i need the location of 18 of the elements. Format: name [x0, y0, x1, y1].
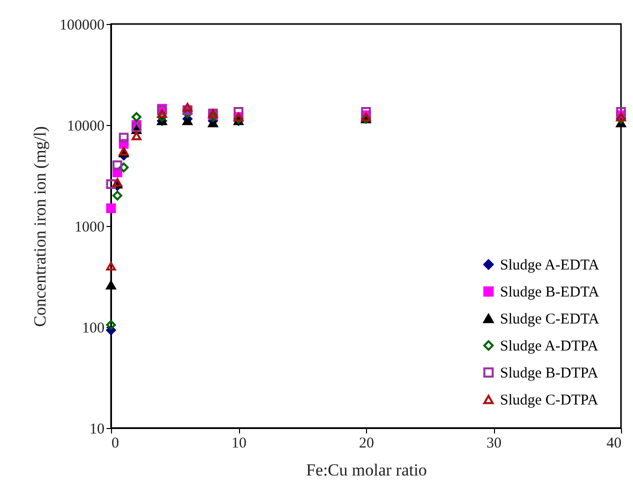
legend-label: Sludge C-DTPA [500, 392, 598, 408]
y-tick-label: 100000 [60, 18, 104, 34]
legend-label: Sludge B-DTPA [500, 366, 598, 382]
legend-label: Sludge A-EDTA [500, 258, 600, 274]
legend-label: Sludge A-DTPA [500, 338, 598, 354]
x-tick-label: 20 [359, 436, 374, 452]
x-tick-label: 10 [232, 436, 246, 452]
legend-label: Sludge C-EDTA [500, 312, 600, 328]
x-tick-label: 30 [486, 436, 502, 452]
y-tick-label: 10000 [67, 118, 104, 134]
y-tick-label: 10 [90, 422, 104, 438]
y-axis-title: Concentration iron ion (mg/l) [30, 126, 50, 327]
x-tick-label: 40 [606, 436, 622, 452]
legend-label: Sludge B-EDTA [500, 284, 600, 300]
y-tick-label: 100 [82, 320, 104, 336]
x-axis-title: Fe:Cu molar ratio [306, 460, 427, 480]
x-tick-label: 0 [112, 436, 119, 452]
y-tick-label: 1000 [74, 220, 104, 236]
